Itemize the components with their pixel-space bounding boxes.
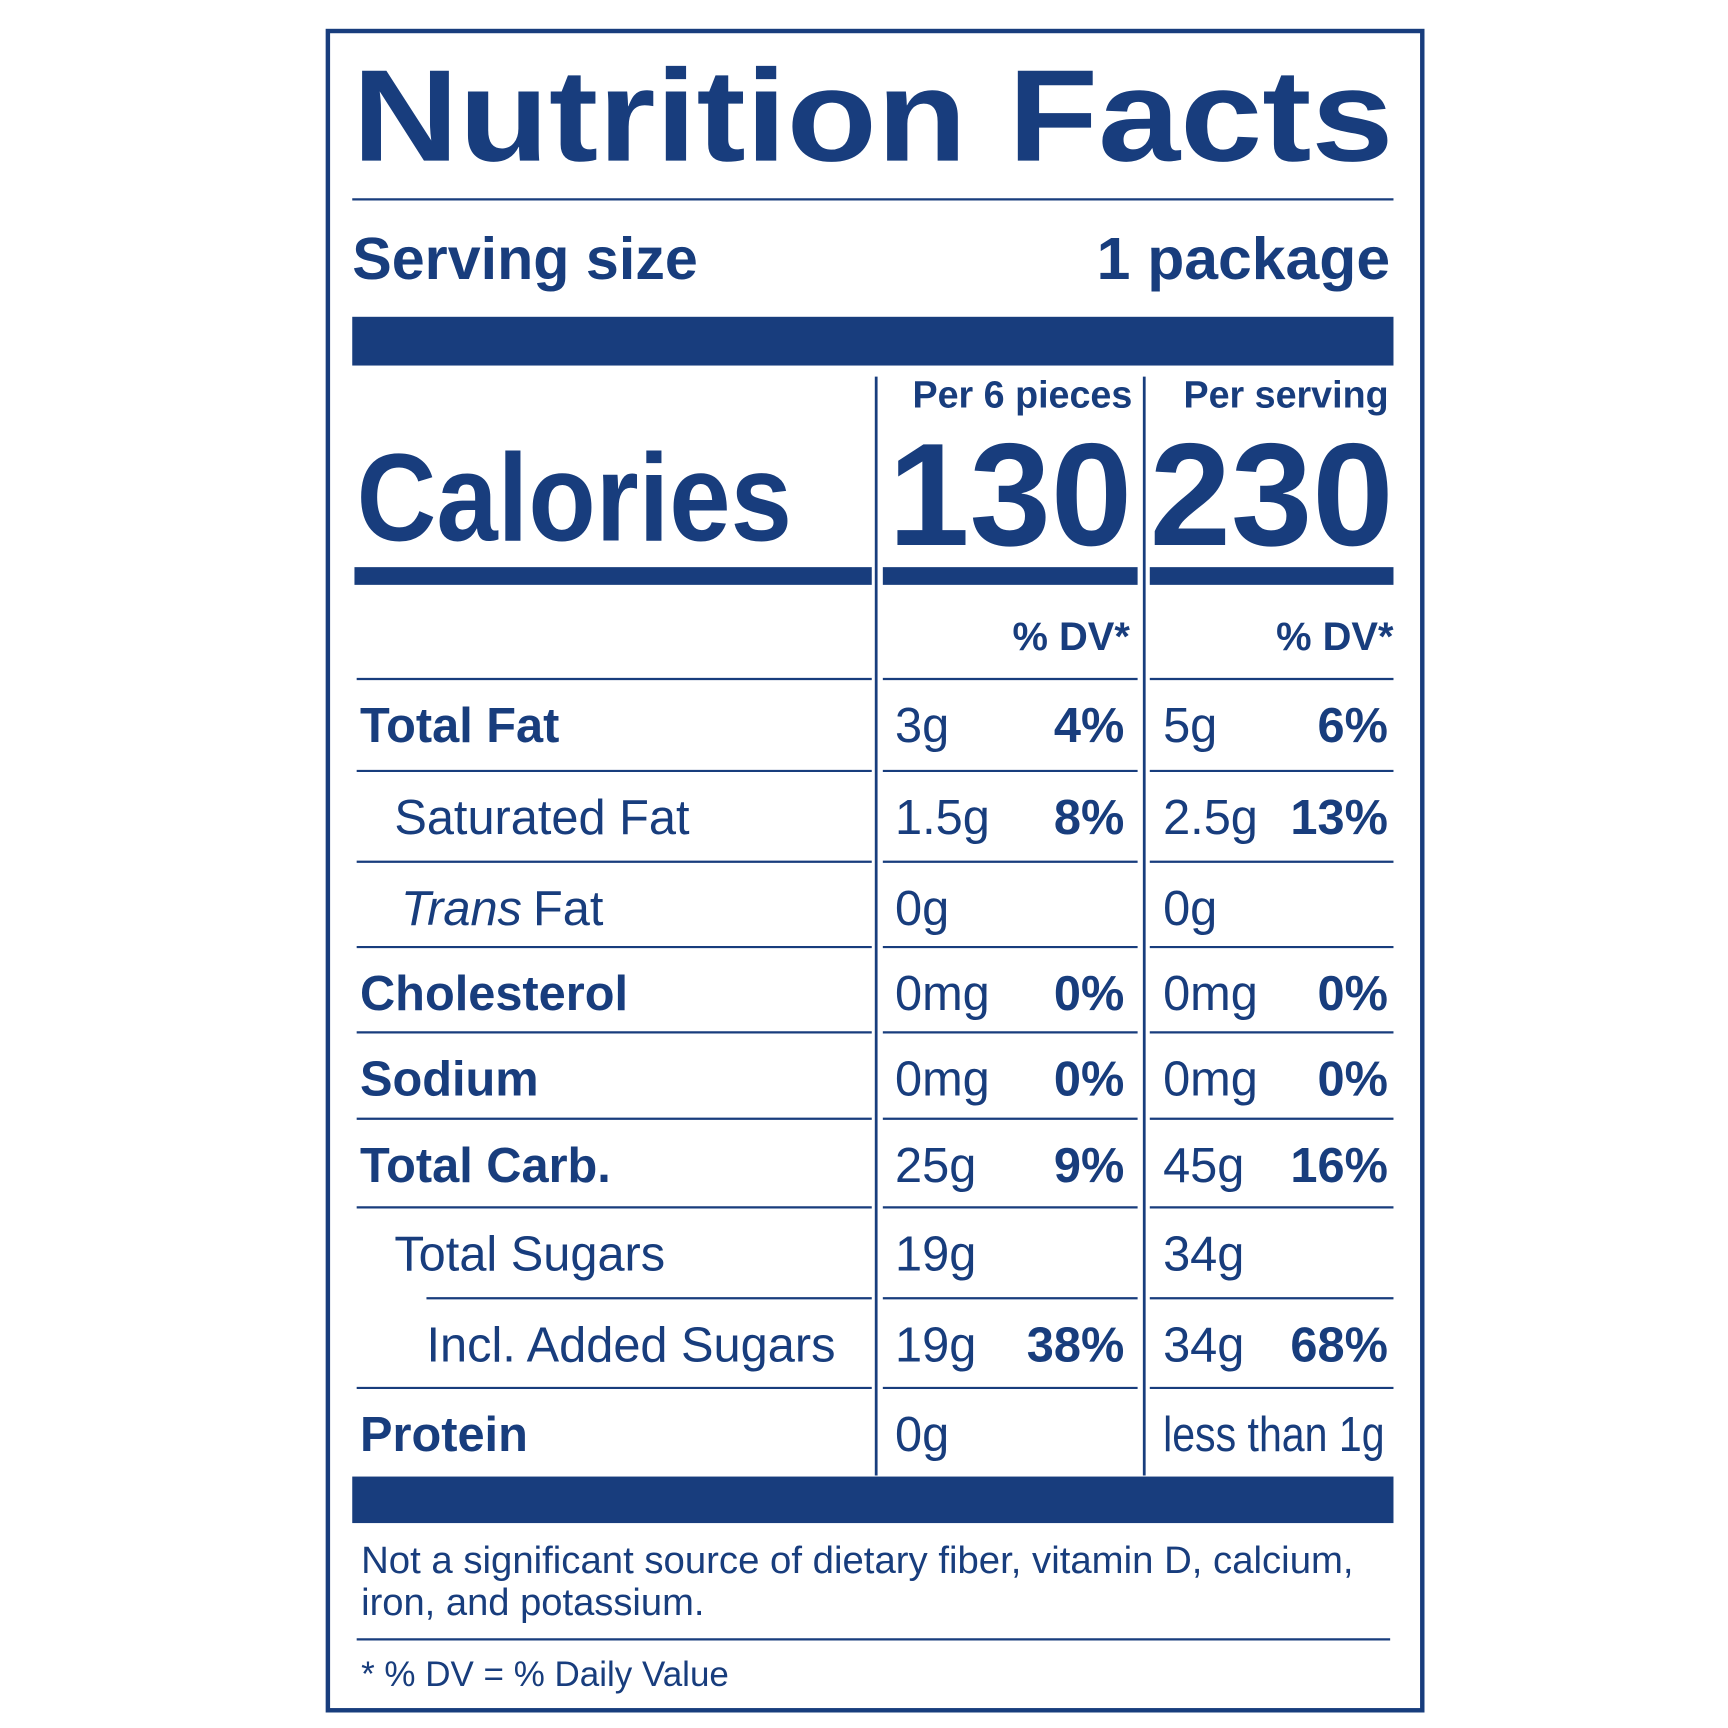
amount: 3g xyxy=(895,699,949,753)
amount: 45g xyxy=(1163,1139,1244,1193)
daily-value: 0% xyxy=(1318,967,1388,1021)
daily-value: 4% xyxy=(1054,699,1124,753)
daily-value: 68% xyxy=(1290,1318,1388,1372)
nutrient-name: Cholesterol xyxy=(360,967,628,1021)
amount: 25g xyxy=(895,1139,976,1193)
nutrient-name: Total Carb. xyxy=(360,1139,611,1193)
footnote: iron, and potassium. xyxy=(361,1581,704,1623)
nutrient-name: Protein xyxy=(360,1408,528,1462)
nutrient-name-rest: Fat xyxy=(533,882,604,936)
daily-value: 6% xyxy=(1318,699,1388,753)
nutrient-name-emphasis: Trans xyxy=(401,882,522,936)
amount: less than 1g xyxy=(1163,1408,1385,1462)
nutrient-name: Total Fat xyxy=(360,699,559,753)
serving-value: 1 package xyxy=(1097,225,1391,292)
amount: 0g xyxy=(895,1408,949,1462)
amount: 0mg xyxy=(1163,967,1258,1021)
calories-value: 130 xyxy=(888,413,1132,576)
nutrient-name: Saturated Fat xyxy=(394,791,690,845)
daily-value: 38% xyxy=(1027,1318,1125,1372)
calories-value: 230 xyxy=(1150,413,1394,576)
amount: 0mg xyxy=(895,1053,990,1107)
thick-rule xyxy=(882,567,1138,585)
amount: 0g xyxy=(1163,882,1217,936)
daily-value: 8% xyxy=(1054,791,1124,845)
daily-value: 0% xyxy=(1054,1053,1124,1107)
amount: 34g xyxy=(1163,1228,1244,1282)
dv-note: * % DV = % Daily Value xyxy=(361,1654,729,1694)
dv-header: % DV* xyxy=(1276,615,1394,659)
daily-value: 0% xyxy=(1054,967,1124,1021)
calories-label: Calories xyxy=(357,430,792,568)
title: Nutrition Facts xyxy=(352,43,1393,189)
daily-value: 9% xyxy=(1054,1139,1124,1193)
amount: 5g xyxy=(1163,699,1217,753)
nutrient-name: Trans Fat xyxy=(401,882,604,936)
thick-rule xyxy=(1149,567,1394,585)
nutrient-name: Total Sugars xyxy=(394,1228,665,1282)
daily-value: 0% xyxy=(1318,1053,1388,1107)
amount: 0mg xyxy=(895,967,990,1021)
daily-value: 13% xyxy=(1290,791,1388,845)
amount: 34g xyxy=(1163,1318,1244,1372)
amount: 19g xyxy=(895,1318,976,1372)
daily-value: 16% xyxy=(1290,1139,1388,1193)
amount: 0g xyxy=(895,882,949,936)
amount: 2.5g xyxy=(1163,791,1258,845)
label-border xyxy=(325,28,1425,1713)
column-header: Per 6 pieces xyxy=(912,374,1132,416)
serving-label: Serving size xyxy=(352,225,698,292)
amount: 1.5g xyxy=(895,791,990,845)
nutrient-name: Sodium xyxy=(360,1053,539,1107)
footnote: Not a significant source of dietary fibe… xyxy=(361,1539,1353,1581)
thick-rule xyxy=(354,567,872,585)
thick-rule xyxy=(352,316,1394,366)
amount: 19g xyxy=(895,1228,976,1282)
nutrient-name: Incl. Added Sugars xyxy=(426,1318,835,1372)
column-header: Per serving xyxy=(1183,374,1388,416)
amount: 0mg xyxy=(1163,1053,1258,1107)
dv-header: % DV* xyxy=(1012,615,1130,659)
thick-rule xyxy=(352,1476,1394,1524)
